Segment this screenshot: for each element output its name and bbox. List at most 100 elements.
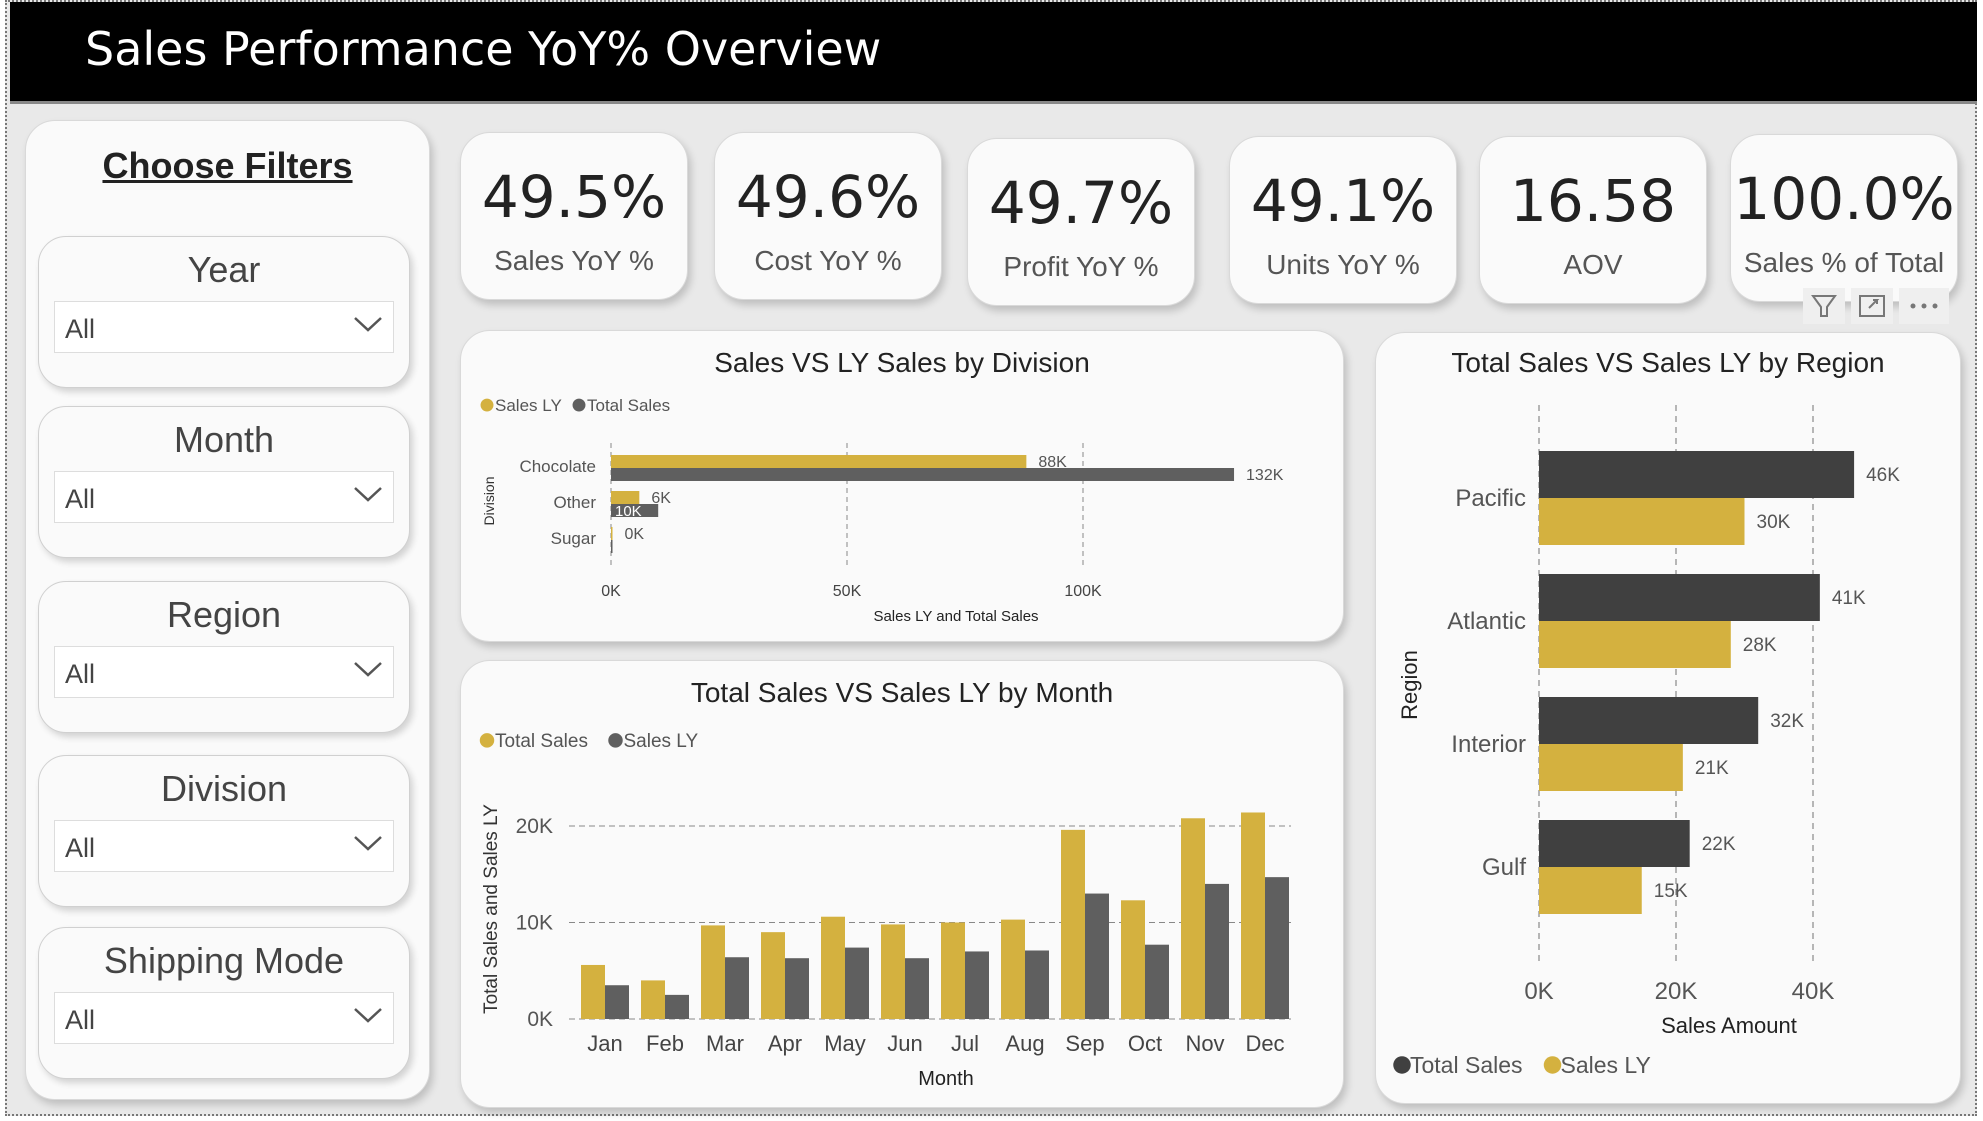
chevron-down-icon [354,662,382,677]
legend-label: Total Sales [495,731,588,752]
visual-header-toolbar [1803,288,1953,324]
legend-label: Total Sales [1410,1052,1523,1078]
x-axis-title: Sales Amount [1661,1013,1797,1038]
page-title: Sales Performance YoY% Overview [85,22,882,76]
bar [611,540,613,553]
y-tick-label: 10K [516,912,553,935]
more-options-icon[interactable] [1899,288,1949,324]
focus-mode-icon[interactable] [1851,288,1893,324]
x-tick-label: May [824,1031,866,1056]
filters-panel: Choose Filters Year All Month All Region… [25,120,430,1100]
data-label: 6K [651,490,671,507]
bar [785,958,809,1019]
bar [1061,829,1085,1019]
bar [1145,944,1169,1019]
kpi-card-sales-yoy: 49.5% Sales YoY % [460,132,688,300]
y-axis-title: Region [1397,650,1422,720]
data-label: 21K [1695,758,1729,779]
slicer-title: Division [160,768,288,809]
x-tick-label: Mar [706,1031,744,1056]
bar [1539,820,1690,867]
legend-marker [480,398,494,412]
x-axis-title: Sales LY and Total Sales [873,608,1038,625]
bar [1025,950,1049,1019]
bar [1539,867,1642,914]
bar [1539,574,1820,621]
bar [845,947,869,1019]
kpi-value: 49.5% [481,163,667,231]
y-tick-label: Interior [1451,731,1526,758]
slicer-region: Region All [38,581,410,733]
bar [905,958,929,1019]
bar [605,985,629,1019]
slicer-year: Year All [38,236,410,388]
x-tick-label: Aug [1005,1031,1044,1056]
division-bar-chart: Sales LY Total Sales Division 0K 50K 100K Sale… [480,396,1284,625]
kpi-value: 49.1% [1250,167,1436,235]
kpi-value: 49.7% [988,169,1174,237]
bar [821,916,845,1019]
x-tick-label: 20K [1655,978,1698,1005]
dropdown-value: All [65,659,96,689]
legend-label: Sales LY [1561,1052,1651,1078]
data-label: 132K [1246,467,1284,484]
y-tick-label: Pacific [1455,485,1526,512]
division-dropdown[interactable]: All [54,820,394,872]
x-tick-label: 0K [1524,978,1553,1005]
year-dropdown[interactable]: All [54,301,394,353]
x-tick-label: 0K [601,583,621,600]
kpi-card-sales-pct-total: 100.0% Sales % of Total [1730,134,1958,302]
bar [1539,697,1759,744]
month-column-chart: Total Sales Sales LY Total Sales and Sales… [479,731,1291,1090]
y-tick-label: Sugar [551,529,597,548]
x-tick-label: Dec [1245,1031,1284,1056]
legend-marker [1543,1056,1562,1074]
bar [1181,818,1205,1019]
y-axis-title: Division [481,476,497,525]
y-tick-label: Atlantic [1447,608,1526,635]
slicer-title: Shipping Mode [103,940,345,981]
data-label: 22K [1702,834,1736,855]
data-label: 0K [625,526,645,543]
chart-title: Total Sales VS Sales LY by Region [1451,347,1885,378]
bar [665,994,689,1019]
kpi-value: 16.58 [1509,167,1677,235]
dropdown-value: All [65,1005,96,1035]
x-tick-label: 50K [833,583,862,600]
y-tick-label: 20K [516,815,553,838]
kpi-card-cost-yoy: 49.6% Cost YoY % [714,132,942,300]
chart-division-card: Sales VS LY Sales by Division Sales LY To… [460,330,1344,642]
slicer-shipping-mode: Shipping Mode All [38,927,410,1079]
kpi-label: Sales YoY % [494,245,654,276]
bar [725,957,749,1019]
x-tick-label: Jan [587,1031,622,1056]
data-label: 46K [1866,465,1900,486]
bar [881,924,905,1019]
y-tick-label: Chocolate [519,457,596,476]
legend-marker [572,398,586,412]
data-label: 28K [1743,635,1777,656]
y-tick-label: 0K [527,1008,553,1031]
bar [1121,900,1145,1019]
kpi-card-units-yoy: 49.1% Units YoY % [1229,136,1457,304]
slicer-month: Month All [38,406,410,558]
shipping-mode-dropdown[interactable]: All [54,992,394,1044]
bar [1539,498,1745,545]
x-axis-title: Month [918,1068,974,1090]
bar [761,932,785,1019]
x-tick-label: Apr [768,1031,802,1056]
x-tick-label: 100K [1064,583,1102,600]
bar [965,951,989,1019]
chevron-down-icon [354,836,382,851]
slicer-title: Region [166,594,282,635]
region-dropdown[interactable]: All [54,646,394,698]
bar [611,468,1235,481]
bar [941,922,965,1019]
x-tick-label: Oct [1128,1031,1162,1056]
chart-region-card: Total Sales VS Sales LY by Region 0K 20K 4… [1375,332,1961,1104]
month-dropdown[interactable]: All [54,471,394,523]
filter-icon[interactable] [1803,288,1845,324]
bar [1001,919,1025,1019]
x-tick-label: Feb [646,1031,684,1056]
chart-title: Total Sales VS Sales LY by Month [690,677,1114,708]
